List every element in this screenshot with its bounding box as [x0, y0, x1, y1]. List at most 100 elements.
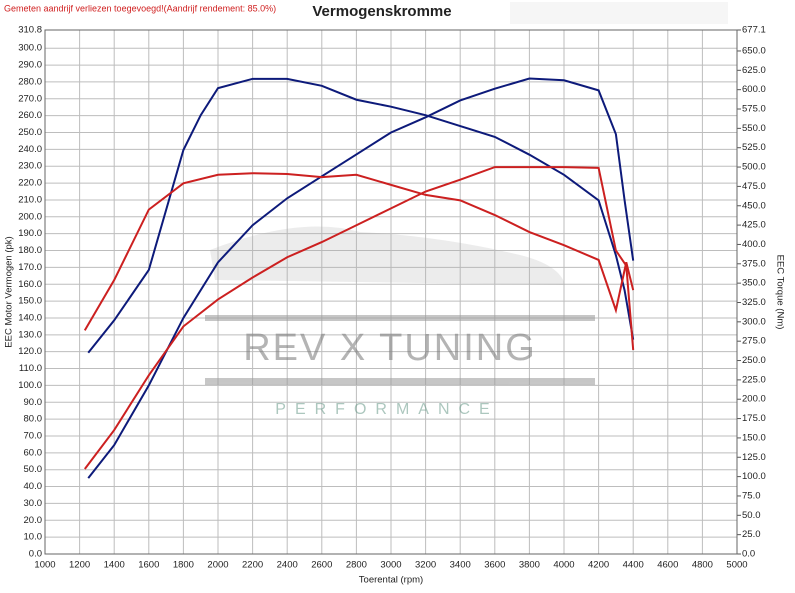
y2-tick-label: 350.0 — [742, 278, 766, 289]
y2-tick-label: 200.0 — [742, 394, 766, 405]
y-tick-label: 130.0 — [18, 329, 42, 340]
y2-tick-label: 400.0 — [742, 239, 766, 250]
y-tick-label: 70.0 — [24, 430, 43, 441]
x-tick-label: 1600 — [138, 560, 159, 571]
y2-tick-label: 75.0 — [742, 490, 761, 501]
x-tick-label: 2200 — [242, 560, 263, 571]
y-tick-label: 210.0 — [18, 194, 42, 205]
watermark-tagline: PERFORMANCE — [275, 401, 498, 418]
series-line — [87, 77, 635, 354]
header-box — [510, 2, 728, 24]
x-tick-label: 2400 — [277, 560, 298, 571]
y2-tick-label: 425.0 — [742, 220, 766, 231]
x-tick-label: 2000 — [207, 560, 228, 571]
y-tick-label: 60.0 — [24, 447, 43, 458]
x-tick-label: 3000 — [380, 560, 401, 571]
x-tick-label: 3800 — [519, 560, 540, 571]
y-tick-label: 140.0 — [18, 312, 42, 323]
y2-tick-label: 525.0 — [742, 142, 766, 153]
y-tick-label: 20.0 — [24, 515, 43, 526]
y2-tick-label: 550.0 — [742, 123, 766, 134]
x-tick-label: 4800 — [692, 560, 713, 571]
plot-frame — [44, 29, 738, 555]
y2-tick-label: 325.0 — [742, 297, 766, 308]
y-tick-label: 190.0 — [18, 228, 42, 239]
y2-tick-label: 175.0 — [742, 413, 766, 424]
y-tick-label: 10.0 — [24, 532, 43, 543]
y-tick-label: 310.8 — [18, 25, 42, 36]
y-tick-label: 220.0 — [18, 178, 42, 189]
watermark-bar — [205, 378, 595, 385]
y-axis-label: EEC Motor Vermogen (pk) — [4, 236, 15, 347]
y2-tick-label: 600.0 — [742, 84, 766, 95]
series-line — [87, 77, 635, 479]
x-tick-label: 4600 — [657, 560, 678, 571]
x-axis-label: Toerental (rpm) — [359, 575, 423, 586]
series-line — [83, 166, 635, 470]
y2-tick-label: 275.0 — [742, 336, 766, 347]
y-tick-label: 300.0 — [18, 43, 42, 54]
y-tick-label: 280.0 — [18, 76, 42, 87]
x-tick-label: 4400 — [623, 560, 644, 571]
x-tick-label: 1000 — [34, 560, 55, 571]
y2-tick-label: 625.0 — [742, 65, 766, 76]
y-tick-label: 200.0 — [18, 211, 42, 222]
y-tick-label: 260.0 — [18, 110, 42, 121]
y-tick-label: 230.0 — [18, 161, 42, 172]
x-tick-label: 3200 — [415, 560, 436, 571]
y-tick-label: 240.0 — [18, 144, 42, 155]
y2-axis-label: EEC Torque (Nm) — [774, 255, 785, 330]
watermark-car — [210, 226, 565, 285]
y-tick-label: 50.0 — [24, 464, 43, 475]
y2-tick-label: 650.0 — [742, 45, 766, 56]
y-tick-label: 30.0 — [24, 498, 43, 509]
note: Gemeten aandrijf verliezen toegevoegd!(A… — [4, 3, 276, 13]
y-tick-label: 150.0 — [18, 296, 42, 307]
y2-tick-label: 100.0 — [742, 471, 766, 482]
grid — [44, 29, 738, 555]
y2-tick-label: 375.0 — [742, 258, 766, 269]
y2-tick-label: 450.0 — [742, 200, 766, 211]
y2-tick-label: 25.0 — [742, 529, 761, 540]
y2-tick-label: 475.0 — [742, 181, 766, 192]
y-tick-label: 40.0 — [24, 481, 43, 492]
y-tick-label: 110.0 — [19, 363, 42, 374]
x-tick-label: 3400 — [450, 560, 471, 571]
watermark-brand: REV X TUNING — [243, 327, 537, 369]
x-tick-label: 4200 — [588, 560, 609, 571]
y2-tick-label: 0.0 — [742, 549, 755, 560]
y-tick-label: 90.0 — [24, 397, 43, 408]
y2-tick-label: 225.0 — [742, 374, 766, 385]
chart-title: Vermogenskromme — [312, 3, 451, 20]
watermark-bar — [205, 315, 595, 321]
y-tick-label: 290.0 — [18, 60, 42, 71]
y-tick-label: 0.0 — [29, 549, 42, 560]
x-tick-label: 1400 — [104, 560, 125, 571]
y2-tick-label: 125.0 — [742, 452, 766, 463]
x-tick-label: 5000 — [726, 560, 747, 571]
x-tick-label: 1800 — [173, 560, 194, 571]
y2-tick-label: 150.0 — [742, 432, 766, 443]
y-tick-label: 160.0 — [18, 279, 42, 290]
x-tick-label: 1200 — [69, 560, 90, 571]
x-tick-label: 3600 — [484, 560, 505, 571]
y2-tick-label: 500.0 — [742, 162, 766, 173]
y-tick-label: 270.0 — [18, 93, 42, 104]
y2-tick-label: 250.0 — [742, 355, 766, 366]
x-tick-label: 2600 — [311, 560, 332, 571]
y-tick-label: 170.0 — [18, 262, 42, 273]
y2-tick-label: 50.0 — [742, 510, 761, 521]
watermark: REV X TUNING PERFORMANCE — [205, 226, 595, 418]
y2-tick-label: 677.1 — [742, 25, 766, 36]
y-tick-label: 180.0 — [18, 245, 42, 256]
x-tick-label: 2800 — [346, 560, 367, 571]
x-tick-label: 4000 — [553, 560, 574, 571]
y2-tick-label: 575.0 — [742, 104, 766, 115]
y-tick-label: 100.0 — [18, 380, 42, 391]
series-line — [83, 172, 635, 331]
y-tick-label: 250.0 — [18, 127, 42, 138]
y-tick-label: 80.0 — [24, 414, 43, 425]
y-tick-label: 120.0 — [18, 346, 42, 357]
